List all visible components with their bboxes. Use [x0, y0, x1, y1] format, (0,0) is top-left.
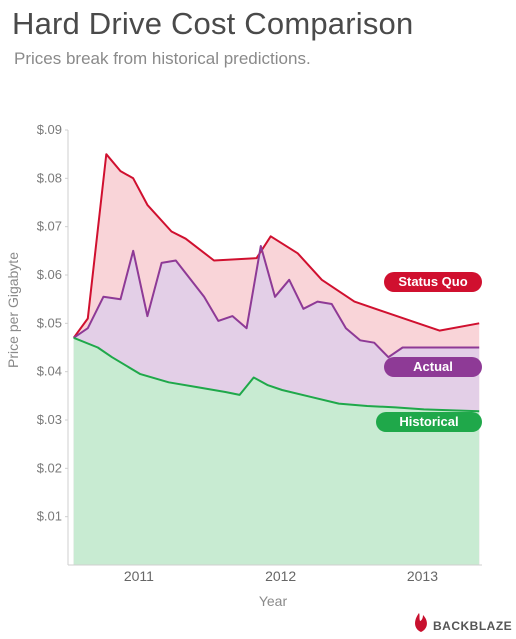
area-historical: [73, 337, 480, 565]
y-tick-labels: $.01 $.02 $.03 $.04 $.05 $.06 $.07 $.08 $.09: [37, 122, 68, 524]
line-status-quo: [72, 153, 480, 339]
x-tick-label: 2011: [124, 568, 154, 584]
y-tick-label: $.06: [37, 267, 62, 282]
y-tick-label: $.01: [37, 509, 62, 524]
y-tick-label: $.03: [37, 412, 62, 427]
series-label-text: Historical: [399, 414, 458, 429]
chart-subtitle: Prices break from historical predictions…: [14, 49, 311, 68]
y-tick-label: $.09: [37, 122, 62, 137]
x-tick-label: 2013: [407, 568, 438, 584]
series-label-pill: [376, 412, 482, 432]
backblaze-logo: BACKBLAZE: [415, 613, 512, 633]
x-axis-label: Year: [259, 593, 288, 609]
series-label-pill: [384, 272, 482, 292]
series-label-text: Status Quo: [398, 274, 467, 289]
brand-name: BACKBLAZE: [433, 619, 512, 633]
chart-title: Hard Drive Cost Comparison: [12, 6, 414, 41]
y-tick-label: $.05: [37, 315, 62, 330]
line-layer: [72, 153, 480, 413]
y-tick-label: $.04: [37, 364, 62, 379]
series-label-actual: Actual: [384, 357, 482, 377]
line-actual: [73, 245, 480, 359]
x-tick-label: 2012: [265, 568, 296, 584]
y-tick-label: $.07: [37, 219, 62, 234]
flame-icon: [415, 613, 427, 632]
area-layer: [73, 154, 480, 565]
series-label-historical: Historical: [376, 412, 482, 432]
y-axis-label: Price per Gigabyte: [5, 252, 21, 368]
series-labels: Status Quo Actual Historical: [376, 272, 482, 432]
y-tick-label: $.02: [37, 460, 62, 475]
series-label-status-quo: Status Quo: [384, 272, 482, 292]
series-label-pill: [384, 357, 482, 377]
line-historical: [73, 336, 480, 413]
x-tick-labels: 2011 2012 2013: [124, 568, 438, 584]
series-label-text: Actual: [413, 359, 453, 374]
y-tick-label: $.08: [37, 170, 62, 185]
